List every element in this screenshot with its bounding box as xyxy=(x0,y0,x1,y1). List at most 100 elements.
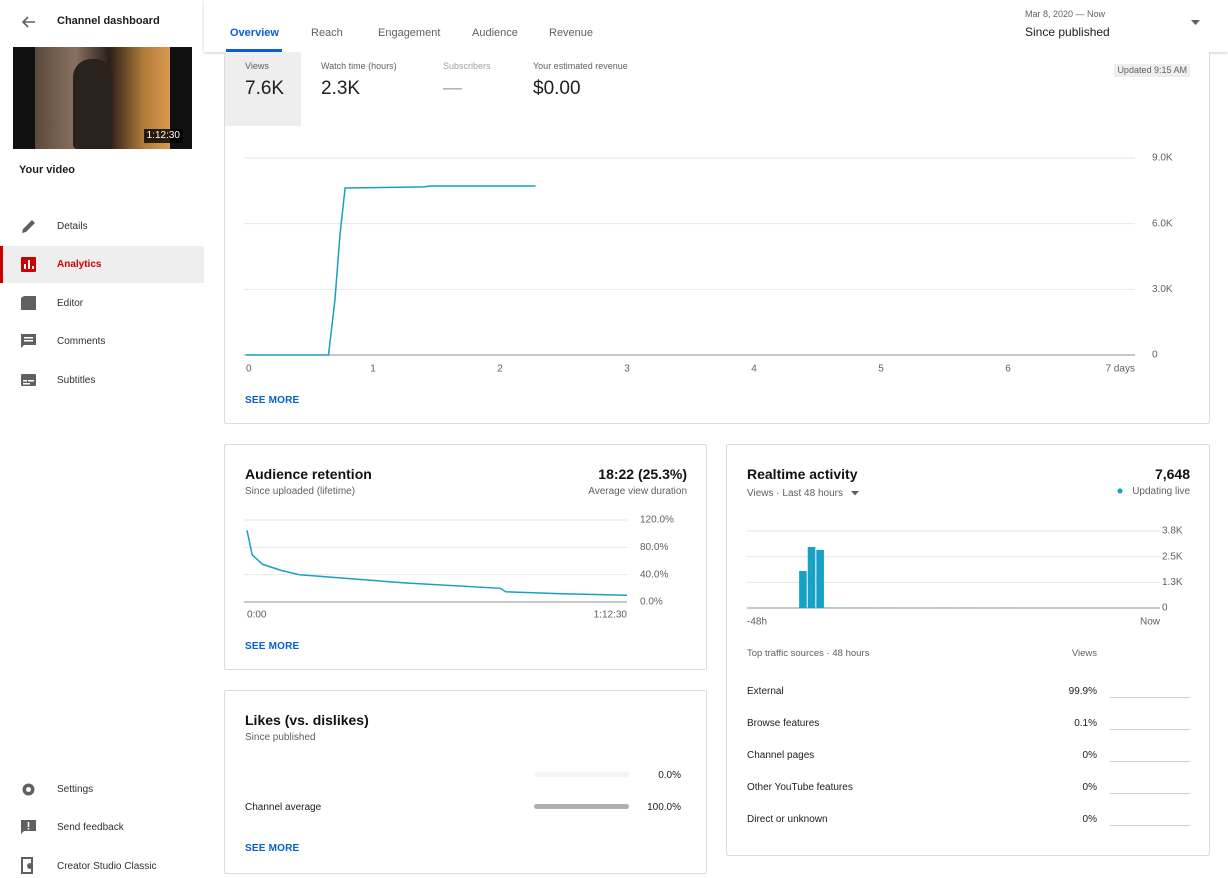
metric-value: $0.00 xyxy=(533,78,581,99)
y-tick-label: 9.0K xyxy=(1152,153,1173,164)
bar xyxy=(807,547,816,608)
nav-item[interactable]: Comments xyxy=(57,336,106,347)
metric-label[interactable]: Your estimated revenue xyxy=(533,61,628,71)
spark-baseline xyxy=(1110,697,1190,698)
updated-badge: Updated 9:15 AM xyxy=(1114,64,1190,77)
traffic-value: 0.1% xyxy=(1074,718,1097,729)
data-line xyxy=(246,185,536,356)
metric-label[interactable]: Views xyxy=(245,61,269,71)
x-tick-label: 3 xyxy=(624,364,630,375)
spark-baseline xyxy=(1110,793,1190,794)
headline: 18:22 (25.3%) xyxy=(598,466,687,482)
traffic-title: Top traffic sources · 48 hours xyxy=(747,648,870,659)
subtitles-icon xyxy=(21,374,36,386)
see-more[interactable]: SEE MORE xyxy=(245,395,300,406)
see-more[interactable]: SEE MORE xyxy=(245,641,300,652)
back-button[interactable] xyxy=(20,14,36,30)
metric-label[interactable]: Watch time (hours) xyxy=(321,61,397,71)
y-tick-label: 6.0K xyxy=(1152,218,1173,229)
editor-icon xyxy=(21,296,36,310)
nav-item[interactable]: Details xyxy=(57,221,88,232)
traffic-value: 0% xyxy=(1082,814,1097,825)
traffic-label: Other YouTube features xyxy=(747,782,853,793)
x-tick-label: 0 xyxy=(246,364,252,375)
x-tick-label: 1 xyxy=(370,364,376,375)
card-title: Likes (vs. dislikes) xyxy=(245,712,369,728)
settings-icon xyxy=(22,783,35,796)
nav-item[interactable]: Subtitles xyxy=(57,375,96,386)
likes-card: Likes (vs. dislikes) Since published 0.0… xyxy=(224,690,707,874)
details-icon xyxy=(22,220,35,233)
video-label: Your video xyxy=(19,164,76,176)
classic-icon xyxy=(21,857,33,874)
x-tick-label: 4 xyxy=(751,364,757,375)
top-bar: Overview Reach Engagement Audience Reven… xyxy=(204,0,1228,52)
y-tick-label: 120.0% xyxy=(640,515,674,526)
views-chart: 0 3.0K 6.0K 9.0K 0 1 2 3 4 5 6 7 days xyxy=(244,153,1173,375)
spark-baseline xyxy=(1110,761,1190,762)
feedback-icon xyxy=(21,820,36,834)
traffic-label: Direct or unknown xyxy=(747,814,828,825)
live-status: Updating live xyxy=(1132,486,1190,497)
spark-baseline xyxy=(1110,825,1190,826)
date-range: Mar 8, 2020 — Now xyxy=(1025,9,1106,19)
tab[interactable]: Reach xyxy=(311,27,343,39)
traffic-column: Views xyxy=(1071,648,1097,659)
traffic-label: External xyxy=(747,686,784,697)
nav-item[interactable]: Analytics xyxy=(57,259,102,270)
duration-badge: 1:12:30 xyxy=(143,129,183,143)
traffic-label: Channel pages xyxy=(747,750,815,761)
nav-item[interactable]: Send feedback xyxy=(57,822,124,833)
card-subtitle: Since published xyxy=(245,732,316,743)
spark-baseline xyxy=(1110,729,1190,730)
dropdown-arrow[interactable] xyxy=(851,491,859,496)
value-label: 0.0% xyxy=(658,770,681,781)
tab[interactable]: Overview xyxy=(230,27,279,39)
tab[interactable]: Engagement xyxy=(378,27,441,39)
metric-value: 2.3K xyxy=(321,78,361,99)
bar xyxy=(799,571,807,608)
x-tick-label: 0:00 xyxy=(247,610,267,621)
y-tick-label: 0 xyxy=(1152,350,1158,361)
tab-underline xyxy=(226,49,282,52)
realtime-total: 7,648 xyxy=(1154,466,1190,482)
x-tick-label: 7 days xyxy=(1106,364,1135,375)
data-line xyxy=(246,530,628,596)
y-tick-label: 2.5K xyxy=(1162,551,1183,562)
card-subtitle[interactable]: Views · Last 48 hours xyxy=(747,488,843,499)
date-label[interactable]: Since published xyxy=(1025,25,1110,39)
y-tick-label: 3.8K xyxy=(1162,526,1183,537)
metric-value: 7.6K xyxy=(245,78,285,99)
retention-card: Audience retention Since uploaded (lifet… xyxy=(224,444,707,670)
figure xyxy=(73,59,113,149)
tab[interactable]: Revenue xyxy=(549,27,594,39)
see-more[interactable]: SEE MORE xyxy=(245,843,300,854)
y-tick-label: 0.0% xyxy=(640,597,663,608)
metric-selected xyxy=(225,52,301,126)
tab[interactable]: Audience xyxy=(472,27,518,39)
y-tick-label: 1.3K xyxy=(1162,577,1183,588)
row-label: Channel average xyxy=(245,802,322,813)
dropdown-arrow[interactable] xyxy=(1191,20,1201,26)
metric-label[interactable]: Subscribers xyxy=(443,61,491,71)
y-tick-label: 0 xyxy=(1162,603,1168,614)
bar-track xyxy=(534,772,629,777)
x-tick-label: 6 xyxy=(1005,364,1011,375)
nav-item[interactable]: Creator Studio Classic xyxy=(57,861,157,872)
sidebar: Channel dashboard 1:12:30 Your video Det… xyxy=(0,0,204,878)
traffic-value: 99.9% xyxy=(1068,686,1097,697)
nav-item[interactable]: Settings xyxy=(57,784,94,795)
x-tick-label: 1:12:30 xyxy=(594,610,628,621)
retention-chart: 0.0% 40.0% 80.0% 120.0% 0:00 1:12:30 xyxy=(244,515,674,621)
sidebar-title: Channel dashboard xyxy=(57,15,160,27)
nav-item[interactable]: Editor xyxy=(57,298,84,309)
x-tick-label: Now xyxy=(1140,617,1161,628)
x-tick-label: 5 xyxy=(878,364,884,375)
card-subtitle: Since uploaded (lifetime) xyxy=(245,486,356,497)
video-thumbnail[interactable]: 1:12:30 xyxy=(13,47,192,149)
traffic-value: 0% xyxy=(1082,750,1097,761)
bar xyxy=(534,804,629,809)
traffic-value: 0% xyxy=(1082,782,1097,793)
traffic-label: Browse features xyxy=(747,718,820,729)
